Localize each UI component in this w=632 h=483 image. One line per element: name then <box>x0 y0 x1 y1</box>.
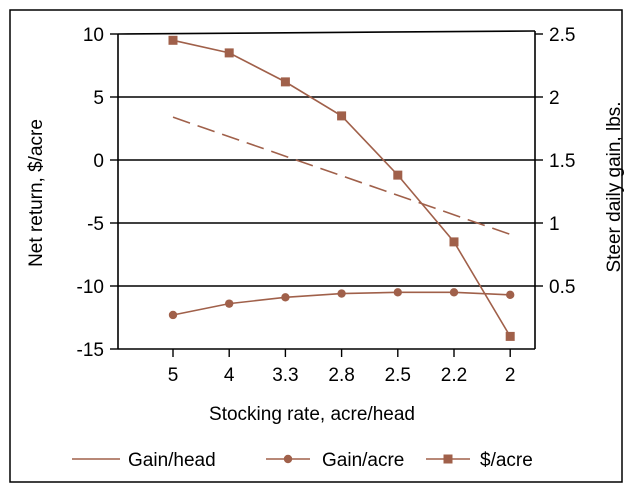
legend-label-1: Gain/acre <box>322 450 404 471</box>
series-layer <box>168 35 515 341</box>
point-1-4 <box>393 288 402 297</box>
y-left-tick-label: -10 <box>77 277 104 298</box>
legend-marker-1 <box>283 454 293 464</box>
point-2-4 <box>393 170 403 180</box>
point-2-0 <box>168 35 178 45</box>
y-axis-left-label: Net return, $/acre <box>26 119 47 267</box>
point-1-2 <box>281 293 290 302</box>
legend-label-0: Gain/head <box>128 450 216 471</box>
point-1-3 <box>337 289 346 298</box>
point-2-5 <box>449 237 459 247</box>
y-right-tick-label: 0.5 <box>549 277 575 298</box>
point-1-1 <box>225 299 234 308</box>
y-left-tick-label: 5 <box>93 88 104 109</box>
x-tick-label: 4 <box>224 365 235 386</box>
point-1-0 <box>168 310 178 320</box>
x-tick-label: 2.5 <box>385 365 411 386</box>
axes: 10 5 0 -5 -10 -15 2.5 2 1.5 1 0.5 5 4 3.3 2.8 2.5 2.2 2 <box>77 25 576 386</box>
point-2-1 <box>224 48 234 58</box>
y-left-tick-label: 0 <box>93 151 104 172</box>
series-line-0 <box>172 116 511 236</box>
x-tick-label: 3.3 <box>272 365 298 386</box>
point-1-5 <box>449 288 459 297</box>
x-tick-label: 5 <box>168 365 179 386</box>
point-2-2 <box>280 77 290 87</box>
y-left-tick-label: -5 <box>87 214 104 235</box>
gridline-top <box>117 30 536 35</box>
y-axis-right-label: Steer daily gain, lbs. <box>604 101 625 272</box>
y-left-tick-label: 10 <box>83 25 104 46</box>
y-right-tick-label: 2 <box>549 88 560 109</box>
point-2-3 <box>337 111 347 121</box>
point-2-6 <box>505 331 515 341</box>
x-tick-label: 2 <box>505 365 516 386</box>
y-right-tick-label: 1.5 <box>549 151 575 172</box>
point-1-6 <box>506 290 515 300</box>
y-right-tick-label: 1 <box>549 214 560 235</box>
x-tick-label: 2.8 <box>328 365 354 386</box>
legend-label-2: $/acre <box>480 450 533 471</box>
legend-marker-2 <box>443 454 453 464</box>
x-tick-label: 2.2 <box>441 365 467 386</box>
y-right-tick-label: 2.5 <box>549 25 575 46</box>
chart-border <box>9 9 623 483</box>
legend: Gain/head Gain/acre $/acre <box>72 450 533 471</box>
x-axis-label: Stocking rate, acre/head <box>209 404 415 425</box>
y-left-tick-label: -15 <box>77 340 104 361</box>
grid-lines <box>117 30 536 350</box>
